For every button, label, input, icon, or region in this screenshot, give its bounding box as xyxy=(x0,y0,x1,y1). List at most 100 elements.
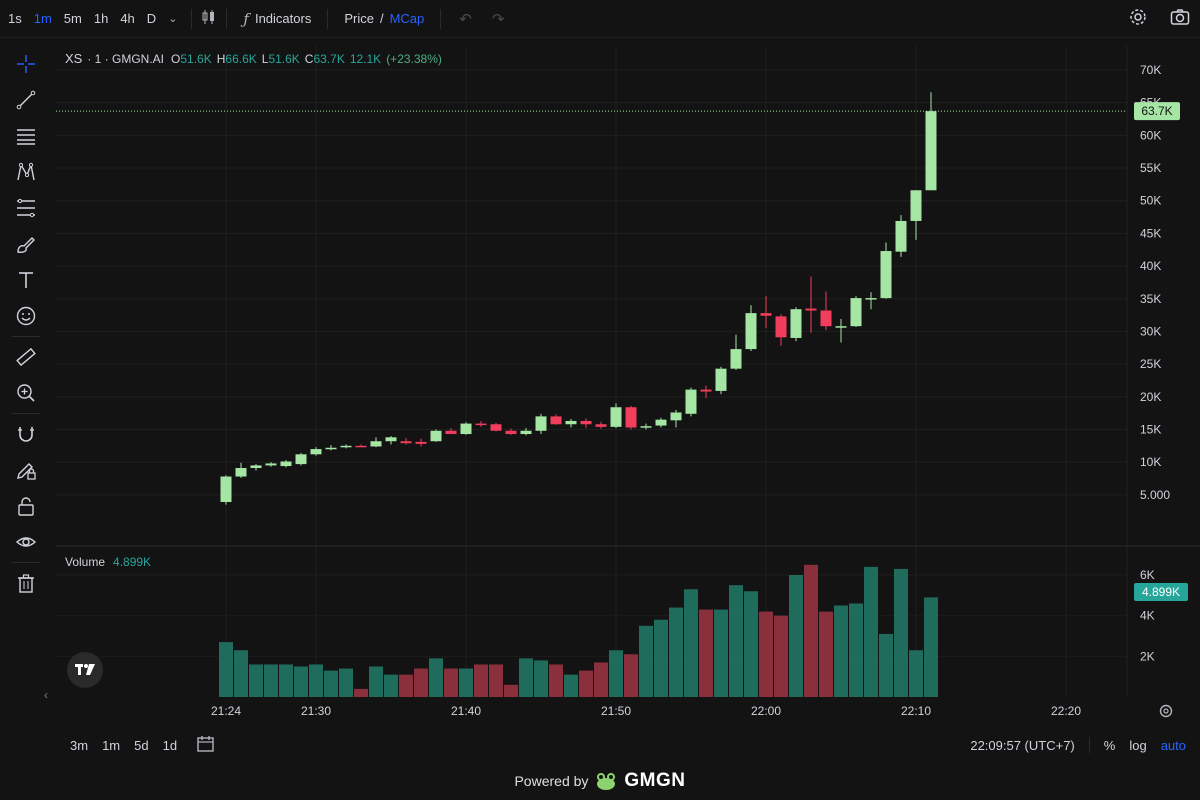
price-tick-label: 5.000 xyxy=(1140,488,1170,502)
volume-bar xyxy=(339,668,353,697)
toolbar-divider xyxy=(226,8,228,29)
chart-grid xyxy=(56,46,1200,697)
indicators-button[interactable]: ƒ Indicators xyxy=(235,10,319,28)
timeframe-D[interactable]: D xyxy=(146,11,157,26)
crosshair-icon[interactable] xyxy=(0,46,52,82)
ruler-icon[interactable] xyxy=(0,339,52,375)
candle-body xyxy=(580,420,592,425)
range-3m[interactable]: 3m xyxy=(70,737,89,753)
timeframe-1s[interactable]: 1s xyxy=(8,11,22,26)
calendar-range-icon[interactable] xyxy=(196,735,216,756)
ohlc-legend: XS · 1 · GMGN.AI O51.6K H66.6K L51.6K C6… xyxy=(65,51,442,66)
volume-legend: Volume 4.899K xyxy=(65,555,151,569)
current-volume-label: 4.899K xyxy=(1142,585,1180,599)
price-chart[interactable]: 70K65K60K55K50K45K40K35K30K25K20K15K10K5… xyxy=(0,0,1200,730)
candle-body xyxy=(445,430,457,435)
brand-name: GMGN xyxy=(624,770,686,791)
volume-bar xyxy=(399,674,413,697)
candle-body xyxy=(430,430,442,442)
candle-body xyxy=(595,424,607,427)
price-tick-label: 25K xyxy=(1140,357,1161,371)
volume-bar xyxy=(309,664,323,697)
candle-body xyxy=(265,463,277,466)
low-label: L xyxy=(261,51,269,66)
close-value: 63.7K xyxy=(313,51,345,66)
brush-icon[interactable] xyxy=(0,226,52,262)
volume-value: 4.899K xyxy=(113,555,152,569)
volume-bar xyxy=(669,607,683,697)
candle-body xyxy=(730,349,742,369)
chevron-left-icon[interactable]: ‹ xyxy=(44,688,48,702)
candle-body xyxy=(760,313,772,316)
volume-bar xyxy=(774,615,788,697)
candle-body xyxy=(220,476,232,503)
symbol-name[interactable]: XS xyxy=(65,51,83,66)
close-label: C xyxy=(304,51,314,66)
timeframe-1m[interactable]: 1m xyxy=(33,11,52,26)
trend-line-icon[interactable] xyxy=(0,82,52,118)
volume-bar xyxy=(789,575,803,697)
price-tick-label: 45K xyxy=(1140,226,1161,240)
undo-icon[interactable]: ↶ xyxy=(459,10,472,28)
fib-retracement-icon[interactable] xyxy=(0,190,52,226)
timeframe-4h[interactable]: 4h xyxy=(120,11,135,26)
volume-axis: 6K 4K 2K 4.899K xyxy=(1134,568,1188,663)
range-1d[interactable]: 1d xyxy=(162,737,178,753)
price-label: Price xyxy=(344,11,374,26)
unlock-icon[interactable] xyxy=(0,488,52,524)
candle-body xyxy=(820,310,832,327)
zoom-in-icon[interactable] xyxy=(0,375,52,411)
candle-body xyxy=(850,298,862,327)
volume-bar xyxy=(354,688,368,697)
lock-drawing-icon[interactable] xyxy=(0,452,52,488)
volume-bar xyxy=(294,666,308,697)
time-tick-label: 21:50 xyxy=(601,704,631,718)
range-5d[interactable]: 5d xyxy=(134,737,149,753)
volume-bar xyxy=(894,568,908,697)
range-1m[interactable]: 1m xyxy=(102,737,121,753)
eye-icon[interactable] xyxy=(0,524,52,560)
trash-icon[interactable] xyxy=(0,565,52,601)
candle-body xyxy=(835,326,847,328)
price-tick-label: 15K xyxy=(1140,422,1161,436)
pattern-icon[interactable] xyxy=(0,154,52,190)
candle-body xyxy=(280,461,292,467)
volume-bar xyxy=(369,666,383,697)
powered-by-text: Powered by xyxy=(514,773,589,789)
volume-bar xyxy=(909,650,923,697)
candle-body xyxy=(520,430,532,435)
text-icon[interactable] xyxy=(0,262,52,298)
volume-bar xyxy=(594,662,608,697)
gear-icon[interactable] xyxy=(1128,7,1148,32)
log-toggle[interactable]: log xyxy=(1129,737,1147,753)
price-tick-label: 35K xyxy=(1140,292,1161,306)
time-tick-label: 22:10 xyxy=(901,704,931,718)
horizontal-lines-icon[interactable] xyxy=(0,118,52,154)
auto-toggle[interactable]: auto xyxy=(1160,737,1186,753)
time-tick-label: 21:30 xyxy=(301,704,331,718)
candle-body xyxy=(655,419,667,426)
tradingview-logo[interactable] xyxy=(67,652,103,688)
bottom-divider xyxy=(1088,737,1090,753)
camera-icon[interactable] xyxy=(1170,8,1190,31)
percent-toggle[interactable]: % xyxy=(1103,737,1116,753)
axis-settings-icon[interactable] xyxy=(1159,704,1173,718)
candlestick-type-icon[interactable] xyxy=(200,8,218,30)
tool-divider xyxy=(12,336,40,337)
emoji-icon[interactable] xyxy=(0,298,52,334)
time-tick-label: 21:40 xyxy=(451,704,481,718)
timeframe-1h[interactable]: 1h xyxy=(93,11,109,26)
volume-bar xyxy=(759,611,773,697)
volume-bar xyxy=(384,674,398,697)
clock-timezone[interactable]: 22:09:57 (UTC+7) xyxy=(970,737,1075,753)
price-tick-label: 50K xyxy=(1140,194,1161,208)
timeframe-5m[interactable]: 5m xyxy=(63,11,82,26)
price-mcap-toggle[interactable]: Price / MCap xyxy=(336,11,432,26)
chevron-down-icon[interactable]: ⌄ xyxy=(168,13,178,25)
volume-bar xyxy=(714,609,728,697)
volume-bar xyxy=(249,664,263,697)
magnet-icon[interactable] xyxy=(0,416,52,452)
redo-icon[interactable]: ↷ xyxy=(491,10,505,28)
price-mcap-slash: / xyxy=(379,11,384,26)
volume-bar xyxy=(279,664,293,697)
